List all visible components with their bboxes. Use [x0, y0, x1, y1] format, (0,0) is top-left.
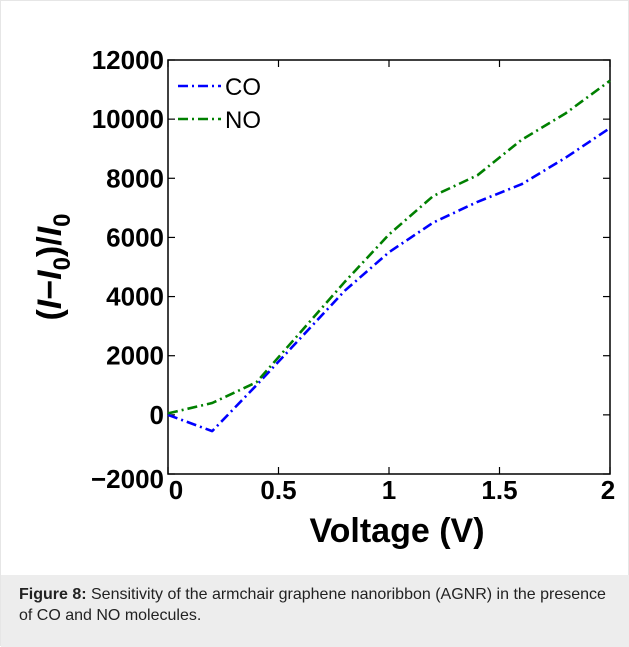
legend-label-no: NO — [225, 107, 261, 134]
x-axis-title: Voltage (V) — [309, 512, 484, 550]
y-tick-label: 10000 — [92, 104, 164, 134]
y-axis-title-part: I — [31, 298, 69, 309]
y-axis-title-part: I — [31, 269, 69, 280]
y-tick-label: 0 — [150, 400, 164, 430]
x-tick-label: 2 — [601, 475, 615, 505]
series-line-no — [167, 79, 611, 415]
figure-caption: Figure 8: Sensitivity of the armchair gr… — [1, 575, 629, 647]
series-line-co — [167, 126, 611, 433]
caption-text: Sensitivity of the armchair graphene nan… — [19, 586, 606, 624]
y-axis-title-part: − — [31, 280, 69, 300]
y-tick-label: 8000 — [106, 163, 164, 193]
y-tick-label: −2000 — [91, 464, 164, 494]
x-tick-label: 1 — [382, 475, 396, 505]
y-tick-label: 6000 — [106, 222, 164, 252]
legend: CO NO — [178, 74, 261, 134]
y-tick-label: 4000 — [106, 282, 164, 312]
y-tick-label: 12000 — [92, 45, 164, 75]
x-tick-label: 1.5 — [481, 475, 517, 505]
y-axis-title-part: 0 — [49, 213, 76, 226]
line-chart: 0 0.5 1 1.5 2 −20000200040006000800010000120… — [31, 45, 615, 550]
x-tick-labels: 0 0.5 1 1.5 2 — [169, 475, 615, 505]
y-axis-title-part: I — [31, 225, 69, 236]
x-tick-label: 0.5 — [260, 475, 296, 505]
series-lines — [167, 79, 611, 433]
y-axis-title-part: )/ — [31, 236, 69, 257]
y-axis-title-part: ( — [31, 309, 69, 321]
legend-label-co: CO — [225, 74, 261, 101]
y-tick-labels: −2000 0 2000 4000 6000 8000 10000 12000 — [91, 45, 164, 494]
x-tick-label: 0 — [169, 475, 183, 505]
y-axis-title: (I−I0)/I0 — [31, 213, 76, 320]
y-axis-title-part: 0 — [49, 257, 76, 270]
y-tick-label: 2000 — [106, 341, 164, 371]
caption-label: Figure 8: — [19, 586, 87, 603]
